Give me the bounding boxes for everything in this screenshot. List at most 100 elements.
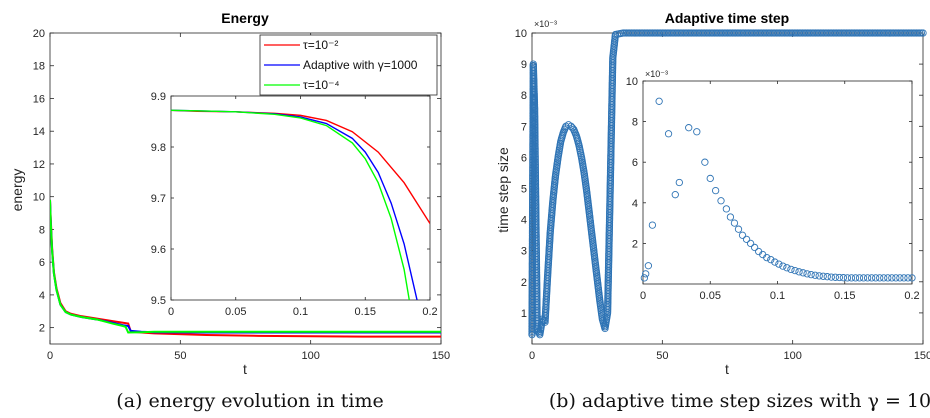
energy-chart-title: Energy — [221, 10, 269, 26]
energy-y-tick-label: 2 — [39, 323, 45, 335]
time-step-inset-data-point — [775, 260, 783, 268]
energy-inset-x-tick-label: 0.15 — [355, 306, 376, 318]
time-step-inset-data-point — [664, 130, 673, 138]
time-step-x-tick-label: 100 — [783, 350, 801, 362]
time-step-inset-data-point — [717, 197, 725, 205]
energy-y-tick-label: 14 — [33, 126, 45, 138]
time-step-inset-data-point — [763, 253, 771, 262]
energy-inset-frame — [170, 95, 431, 301]
energy-y-tick-label: 6 — [39, 257, 45, 269]
time-step-inset-data-point — [896, 274, 904, 282]
time-step-inset-frame — [642, 80, 913, 285]
time-step-x-axis-label: t — [725, 361, 729, 377]
time-step-inset-y-tick-label: 10 — [626, 76, 638, 88]
time-step-x-tick-label: 50 — [656, 350, 668, 362]
time-step-inset-data-point — [908, 274, 916, 282]
time-step-x-tick-label: 0 — [529, 350, 535, 362]
time-step-inset-data-point — [671, 191, 679, 199]
time-step-inset-data-point — [771, 258, 779, 266]
time-step-inset-data-point — [642, 270, 650, 278]
energy-y-tick-label: 8 — [39, 224, 45, 236]
time-step-y-tick-label: 7 — [521, 121, 527, 133]
energy-x-tick-label: 0 — [47, 350, 53, 362]
time-step-inset-data-point — [742, 235, 751, 243]
time-step-inset-data-point — [701, 158, 709, 166]
caption-right: (b) adaptive time step sizes with γ = 10 — [549, 390, 930, 412]
time-step-inset-data-point — [799, 269, 807, 277]
legend-label-tau-large: τ=10⁻² — [303, 38, 338, 52]
time-step-y-tick-label: 10 — [515, 28, 527, 40]
time-step-y-tick-label: 5 — [521, 184, 527, 196]
time-step-inset-y-tick-label: 4 — [632, 198, 638, 210]
energy-inset-y-tick-label: 9.9 — [151, 91, 166, 103]
time-step-inset-data-point — [904, 274, 912, 282]
time-step-inset-data-point — [823, 273, 831, 281]
energy-chart: 0 50 100 150 2 4 6 8 10 12 14 16 18 20 Energy t energ… — [9, 10, 450, 377]
time-step-inset-data-point — [859, 274, 868, 282]
energy-y-tick-label: 16 — [33, 93, 45, 105]
time-step-inset-data-point — [872, 274, 880, 282]
energy-y-tick-label: 18 — [33, 61, 45, 73]
time-step-inset-data-point — [779, 262, 787, 270]
time-step-inset-data-point — [750, 243, 759, 252]
time-step-inset-data-point — [644, 262, 653, 270]
time-step-inset-data-point — [767, 255, 775, 264]
time-step-inset-data-point — [880, 274, 888, 282]
time-step-chart-title: Adaptive time step — [665, 10, 789, 26]
energy-x-tick-label: 100 — [301, 350, 319, 362]
time-step-inset-data-point — [855, 274, 864, 282]
energy-inset-series-line-2 — [171, 109, 410, 300]
energy-legend: τ=10⁻² Adaptive with γ=1000 τ=10⁻⁴ — [259, 34, 438, 96]
time-step-inset-data-point — [807, 271, 815, 279]
time-step-inset-data-point — [900, 274, 908, 282]
energy-inset-y-tick-label: 9.6 — [151, 244, 166, 256]
time-step-y-tick-label: 2 — [521, 277, 527, 289]
time-step-inset-x-tick-label: 0.05 — [700, 290, 721, 302]
energy-x-tick-label: 150 — [432, 350, 450, 362]
time-step-data-point — [919, 29, 927, 37]
time-step-inset-data-point — [787, 265, 795, 274]
energy-inset-x-tick-label: 0.2 — [422, 306, 437, 318]
time-step-inset-data-point — [791, 266, 799, 275]
energy-y-tick-label: 4 — [39, 290, 45, 302]
time-step-inset-data-point — [706, 174, 714, 183]
time-step-inset-data-point — [803, 270, 811, 278]
energy-inset-x-tick-label: 0 — [168, 306, 174, 318]
energy-series-line-2 — [50, 199, 441, 334]
energy-inset-x-tick-label: 0.1 — [293, 306, 308, 318]
time-step-inset-data-point — [734, 225, 743, 233]
time-step-inset-y-multiplier: ×10⁻³ — [645, 69, 668, 79]
time-step-y-tick-label: 8 — [521, 90, 527, 102]
time-step-inset-data-point — [746, 239, 755, 248]
energy-inset-y-tick-label: 9.7 — [151, 193, 166, 205]
energy-x-axis-label: t — [243, 361, 247, 377]
time-step-inset-data-point — [815, 272, 823, 280]
time-step-inset-data-point — [711, 186, 720, 195]
time-step-x-tick-label: 150 — [914, 350, 930, 362]
time-step-inset-data-point — [685, 124, 693, 132]
time-step-inset-data-point — [640, 274, 648, 282]
time-step-y-tick-label: 6 — [521, 152, 527, 164]
time-step-inset-data-point — [892, 274, 900, 282]
time-step-inset-x-tick-label: 0 — [640, 290, 646, 302]
energy-y-tick-label: 10 — [33, 192, 45, 204]
time-step-inset-x-tick-label: 0.15 — [834, 290, 855, 302]
time-step-inset-y-tick-label: 8 — [632, 117, 638, 129]
time-step-inset-data-point — [675, 178, 683, 187]
time-step-inset-x-tick-label: 0.2 — [904, 290, 919, 302]
time-step-inset-y-tick-label: 6 — [632, 157, 638, 169]
time-step-inset-data-point — [831, 273, 839, 281]
time-step-inset-data-point — [888, 274, 896, 282]
time-step-inset-data-point — [730, 219, 739, 227]
time-step-inset-data-point — [811, 271, 819, 279]
time-step-inset-data-point — [693, 128, 701, 136]
legend-label-adaptive: Adaptive with γ=1000 — [303, 58, 418, 72]
time-step-y-multiplier: ×10⁻³ — [534, 19, 557, 29]
energy-y-tick-label: 20 — [33, 28, 45, 40]
time-step-y-tick-label: 3 — [521, 246, 527, 258]
time-step-inset-data-point — [884, 274, 892, 282]
time-step-inset-data-point — [847, 274, 856, 282]
time-step-y-tick-label: 4 — [521, 215, 527, 227]
